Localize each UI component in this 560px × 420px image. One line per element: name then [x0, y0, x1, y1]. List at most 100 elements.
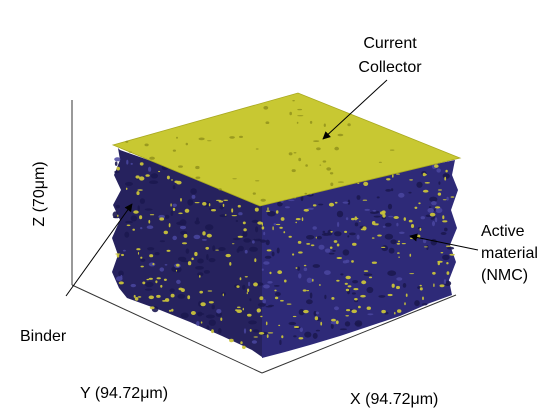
- highlight-blob: [243, 328, 247, 334]
- highlight-blob: [337, 221, 340, 228]
- binder-speck: [418, 202, 421, 205]
- highlight-blob: [130, 283, 136, 288]
- pore-blob: [430, 217, 434, 220]
- binder-speck: [440, 252, 444, 254]
- collector-pit: [218, 188, 222, 191]
- binder-speck: [229, 262, 232, 266]
- highlight-blob: [427, 208, 435, 213]
- highlight-blob: [193, 234, 201, 240]
- binder-speck: [442, 215, 445, 220]
- pore-blob: [414, 300, 420, 307]
- pore-blob: [179, 219, 187, 226]
- binder-speck: [329, 246, 333, 249]
- active-material-arrow: [409, 233, 479, 251]
- binder-speck: [200, 321, 203, 324]
- binder-speck: [312, 204, 317, 207]
- binder-speck: [170, 203, 172, 207]
- binder-speck: [279, 226, 283, 229]
- pore-blob: [387, 270, 397, 277]
- binder-speck: [391, 283, 395, 288]
- binder-speck: [139, 162, 144, 166]
- pore-blob: [402, 283, 407, 288]
- highlight-blob: [146, 225, 154, 229]
- current-collector-label: Current Collector: [350, 34, 430, 78]
- binder-speck: [280, 217, 285, 221]
- binder-speck: [215, 249, 219, 251]
- collector-pit: [232, 178, 237, 180]
- binder-speck: [168, 223, 171, 228]
- binder-speck: [207, 290, 213, 292]
- pore-blob: [118, 270, 124, 277]
- pore-blob: [316, 235, 322, 240]
- binder-speck: [135, 175, 140, 179]
- highlight-blob: [114, 157, 121, 162]
- binder-speck: [336, 279, 340, 282]
- binder-speck: [149, 306, 155, 310]
- pore-blob: [169, 288, 175, 293]
- binder-speck: [354, 216, 358, 221]
- binder-speck: [190, 311, 196, 315]
- highlight-blob: [126, 159, 129, 165]
- pore-blob: [390, 188, 394, 192]
- binder-speck: [347, 285, 352, 288]
- pore-blob: [265, 239, 270, 246]
- highlight-blob: [252, 240, 255, 244]
- collector-pit: [292, 100, 295, 102]
- binder-speck: [439, 284, 445, 288]
- collector-pit: [229, 136, 235, 139]
- binder-speck: [292, 253, 295, 256]
- highlight-blob: [398, 192, 405, 198]
- binder-speck: [333, 240, 338, 243]
- pore-blob: [212, 245, 216, 252]
- binder-speck: [445, 169, 448, 173]
- pore-blob: [115, 204, 120, 209]
- pore-blob: [208, 258, 216, 263]
- binder-speck: [409, 179, 413, 181]
- pore-blob: [442, 254, 450, 261]
- binder-speck: [224, 214, 227, 216]
- collector-pit: [172, 149, 176, 152]
- collector-pit: [323, 123, 326, 127]
- binder-speck: [139, 176, 145, 181]
- binder-speck: [336, 257, 343, 259]
- binder-speck: [280, 299, 284, 302]
- binder-speck: [265, 321, 268, 326]
- binder-speck: [237, 235, 243, 238]
- collector-pit: [144, 143, 149, 147]
- collector-pit: [176, 136, 178, 139]
- binder-speck: [274, 289, 277, 292]
- pore-blob: [306, 235, 315, 240]
- collector-pit: [319, 164, 322, 166]
- collector-pit: [296, 121, 299, 124]
- binder-speck: [180, 198, 182, 202]
- binder-speck: [176, 263, 180, 267]
- pore-blob: [300, 195, 304, 202]
- pore-blob: [324, 294, 327, 300]
- binder-speck: [164, 298, 170, 302]
- pore-blob: [288, 321, 297, 326]
- binder-speck: [171, 179, 173, 181]
- pore-blob: [447, 246, 455, 250]
- highlight-blob: [324, 270, 331, 275]
- highlight-blob: [244, 249, 248, 254]
- binder-speck: [246, 291, 248, 295]
- binder-speck: [312, 278, 314, 282]
- binder-speck: [396, 242, 401, 245]
- pore-blob: [243, 238, 252, 243]
- pore-blob: [336, 210, 344, 218]
- pore-blob: [177, 256, 187, 262]
- binder-speck: [351, 260, 354, 263]
- binder-speck: [315, 236, 317, 239]
- binder-speck: [351, 309, 358, 314]
- pore-blob: [208, 319, 216, 326]
- binder-speck: [257, 221, 263, 225]
- binder-speck: [236, 285, 240, 288]
- highlight-blob: [196, 321, 200, 326]
- current-collector-label-line2: Collector: [358, 59, 422, 76]
- y-axis-line: [71, 284, 263, 374]
- highlight-blob: [263, 261, 270, 265]
- binder-speck: [419, 287, 423, 291]
- binder-speck: [275, 210, 279, 214]
- binder-speck: [160, 284, 163, 288]
- pore-blob: [334, 231, 342, 237]
